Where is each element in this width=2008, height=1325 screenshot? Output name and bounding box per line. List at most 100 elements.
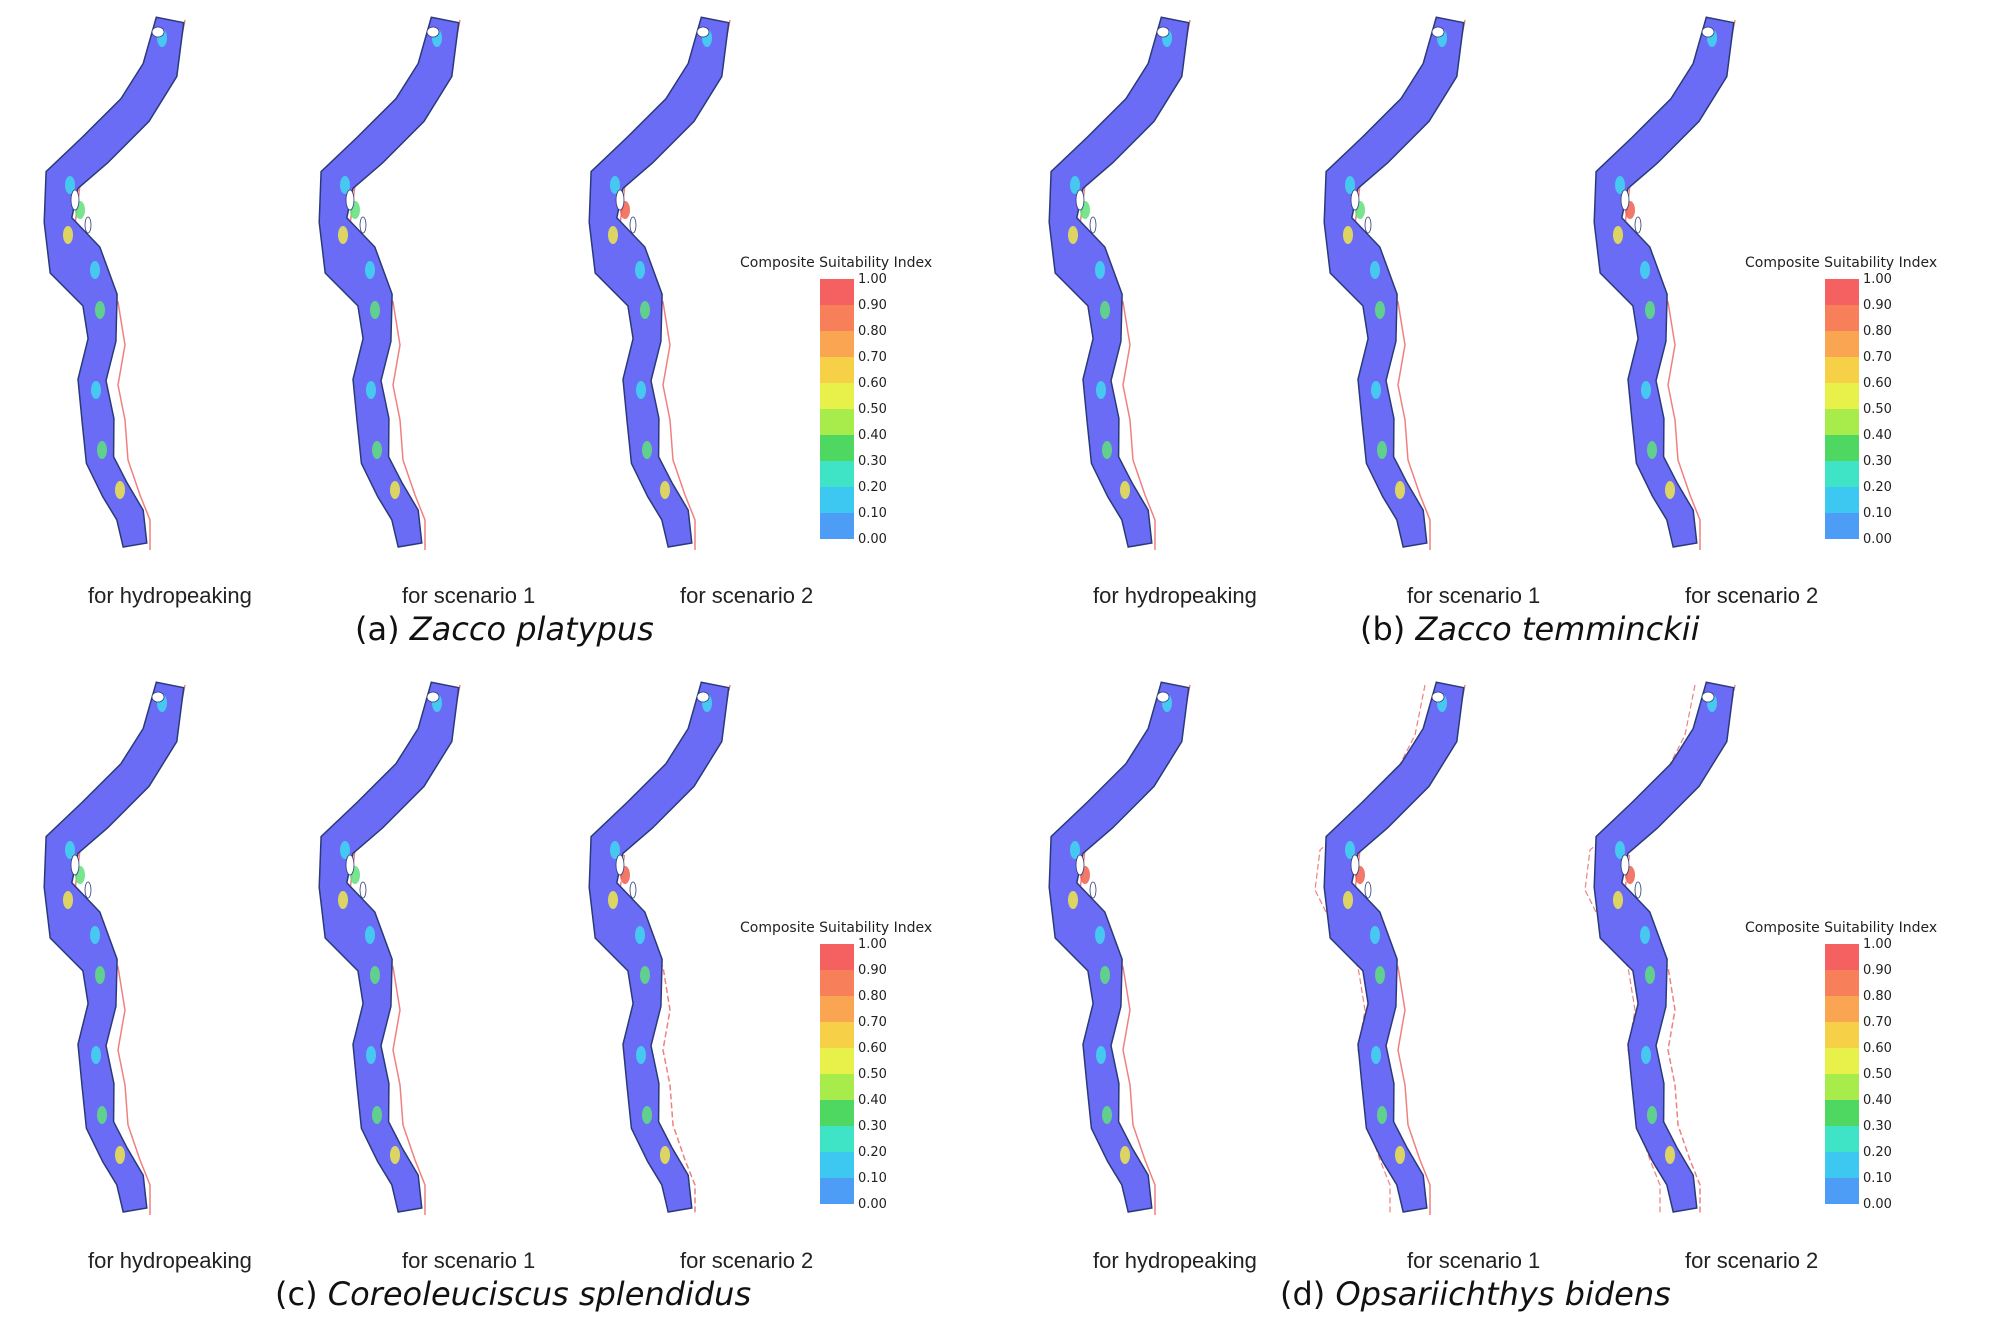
suitability-patch bbox=[1100, 966, 1110, 984]
legend-tick-label: 1.00 bbox=[1863, 272, 1892, 287]
river-channel bbox=[588, 681, 730, 1213]
suitability-patch bbox=[1120, 481, 1130, 499]
suitability-patch bbox=[1615, 176, 1625, 194]
species-name: Coreoleuciscus splendidus bbox=[327, 1275, 752, 1313]
panel-letter: (b) bbox=[1360, 610, 1406, 648]
legend-swatch bbox=[820, 435, 854, 461]
island bbox=[1364, 881, 1372, 899]
island bbox=[70, 189, 80, 211]
suitability-patch bbox=[1647, 441, 1657, 459]
suitability-patch bbox=[90, 261, 100, 279]
legend-tick-label: 0.90 bbox=[858, 963, 887, 978]
river-channel bbox=[1048, 681, 1190, 1213]
suitability-patch bbox=[1096, 381, 1106, 399]
map-label-3: for scenario 2 bbox=[680, 583, 814, 608]
island bbox=[1364, 216, 1372, 234]
legend-tick-label: 0.20 bbox=[858, 1145, 887, 1160]
river-channel bbox=[588, 16, 730, 548]
island bbox=[359, 216, 367, 234]
island bbox=[151, 691, 165, 703]
panel-a: for hydropeaking for scenario 1 for scenar… bbox=[0, 0, 1000, 660]
legend-title: Composite Suitability Index bbox=[740, 920, 933, 936]
suitability-patch bbox=[338, 891, 348, 909]
suitability-patch bbox=[95, 966, 105, 984]
legend-swatch bbox=[820, 1074, 854, 1100]
legend-tick-label: 0.60 bbox=[858, 1041, 887, 1056]
suitability-patch bbox=[610, 841, 620, 859]
island bbox=[426, 691, 440, 703]
suitability-patch bbox=[1375, 301, 1385, 319]
suitability-patch bbox=[91, 1046, 101, 1064]
legend-swatch bbox=[1825, 1126, 1859, 1152]
panel-letter: (d) bbox=[1280, 1275, 1326, 1313]
map-label-3: for scenario 2 bbox=[1685, 583, 1819, 608]
suitability-patch bbox=[608, 226, 618, 244]
suitability-patch bbox=[1370, 261, 1380, 279]
map-label-3: for scenario 2 bbox=[1685, 1248, 1819, 1273]
legend-swatch bbox=[1825, 944, 1859, 970]
habitat-map-a-1 bbox=[43, 16, 186, 550]
map-label-1: for hydropeaking bbox=[1093, 583, 1257, 608]
legend-tick-label: 0.70 bbox=[1863, 350, 1892, 365]
legend-swatch bbox=[820, 513, 854, 539]
suitability-patch bbox=[1096, 1046, 1106, 1064]
legend-tick-label: 0.90 bbox=[858, 298, 887, 313]
map-label-3: for scenario 2 bbox=[680, 1248, 814, 1273]
river-channel bbox=[1593, 681, 1735, 1213]
suitability-patch bbox=[340, 176, 350, 194]
suitability-patch bbox=[63, 891, 73, 909]
suitability-patch bbox=[1102, 1106, 1112, 1124]
suitability-patch bbox=[1647, 1106, 1657, 1124]
legend-swatch bbox=[1825, 513, 1859, 539]
island bbox=[1350, 854, 1360, 876]
suitability-patch bbox=[1375, 966, 1385, 984]
island bbox=[1075, 854, 1085, 876]
habitat-map-c-1 bbox=[43, 681, 186, 1215]
island bbox=[1075, 189, 1085, 211]
legend-tick-label: 0.80 bbox=[858, 324, 887, 339]
legend-swatch bbox=[820, 970, 854, 996]
suitability-patch bbox=[366, 1046, 376, 1064]
suitability-patch bbox=[1070, 841, 1080, 859]
legend-swatch bbox=[1825, 305, 1859, 331]
suitability-patch bbox=[1641, 1046, 1651, 1064]
suitability-patch bbox=[372, 441, 382, 459]
island bbox=[1089, 881, 1097, 899]
suitability-patch bbox=[1102, 441, 1112, 459]
suitability-patch bbox=[1068, 891, 1078, 909]
legend-swatch bbox=[820, 383, 854, 409]
suitability-patch bbox=[1377, 441, 1387, 459]
suitability-patch bbox=[660, 1146, 670, 1164]
legend-tick-label: 1.00 bbox=[1863, 937, 1892, 952]
map-label-2: for scenario 1 bbox=[402, 1248, 536, 1273]
suitability-patch bbox=[366, 381, 376, 399]
legend-swatch bbox=[820, 1022, 854, 1048]
island bbox=[1620, 854, 1630, 876]
legend-tick-label: 0.60 bbox=[858, 376, 887, 391]
island bbox=[1701, 691, 1715, 703]
legend-swatch bbox=[820, 1100, 854, 1126]
legend-title: Composite Suitability Index bbox=[1745, 255, 1938, 271]
island bbox=[615, 854, 625, 876]
legend-color-bar bbox=[1825, 944, 1859, 1204]
legend-tick-label: 0.20 bbox=[858, 480, 887, 495]
habitat-map-b-2 bbox=[1323, 16, 1466, 550]
panel-caption: (a) Zacco platypus bbox=[355, 610, 654, 648]
island bbox=[1634, 216, 1642, 234]
legend-swatch bbox=[820, 357, 854, 383]
island bbox=[1431, 691, 1445, 703]
suitability-patch bbox=[1095, 261, 1105, 279]
suitability-patch bbox=[1345, 841, 1355, 859]
island bbox=[84, 881, 92, 899]
legend-tick-label: 0.00 bbox=[1863, 1197, 1892, 1212]
legend-tick-label: 0.40 bbox=[858, 428, 887, 443]
map-label-2: for scenario 1 bbox=[1407, 1248, 1541, 1273]
suitability-patch bbox=[97, 441, 107, 459]
suitability-patch bbox=[1068, 226, 1078, 244]
legend-swatch bbox=[1825, 1074, 1859, 1100]
legend-tick-label: 0.50 bbox=[858, 402, 887, 417]
suitability-patch bbox=[1665, 481, 1675, 499]
habitat-map-c-2 bbox=[318, 681, 461, 1215]
panel-caption: (c) Coreoleuciscus splendidus bbox=[275, 1275, 751, 1313]
legend-swatch bbox=[820, 944, 854, 970]
